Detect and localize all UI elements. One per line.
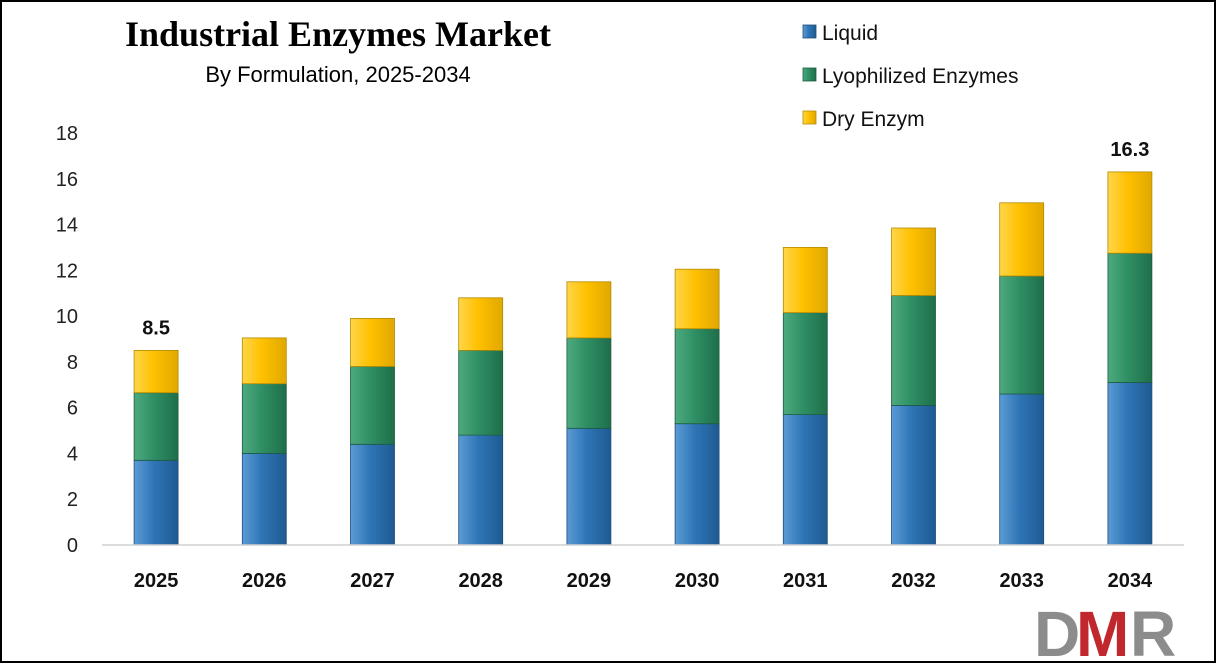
legend-label-lyophilized: Lyophilized Enzymes <box>822 65 1019 88</box>
x-tick-label: 2033 <box>999 570 1044 592</box>
bar-lyophilized-2025 <box>133 392 179 461</box>
bar-lyophilized-2032 <box>891 295 936 406</box>
legend-label-liquid: Liquid <box>822 22 878 45</box>
bar-liquid-2025 <box>133 459 179 546</box>
bar-dry-2031 <box>782 246 828 313</box>
bar-liquid-2034 <box>1107 382 1153 546</box>
x-tick-label: 2026 <box>242 570 287 592</box>
y-tick-label: 6 <box>67 398 78 420</box>
y-tick-label: 14 <box>56 215 78 237</box>
logo-letter-r: R <box>1130 598 1176 661</box>
y-tick-label: 16 <box>56 169 78 191</box>
bar-liquid-2028 <box>458 434 504 546</box>
legend-swatch-lyophilized <box>802 67 817 82</box>
bar-dry-2029 <box>566 281 612 339</box>
bar-liquid-2032 <box>891 404 936 546</box>
y-tick-label: 12 <box>56 260 78 282</box>
x-axis: 2025 2026 2027 2028 2029 2030 2031 2032 2033 2034 <box>134 570 1153 592</box>
x-tick-label: 2027 <box>350 570 395 592</box>
bar-lyophilized-2033 <box>999 275 1045 395</box>
bar-dry-2027 <box>350 317 395 367</box>
bar-liquid-2026 <box>241 452 287 546</box>
bar-dry-2032 <box>891 227 936 296</box>
x-tick-label: 2031 <box>783 570 828 592</box>
bar-dry-2026 <box>241 337 287 385</box>
bar-dry-2030 <box>674 268 720 330</box>
bar-dry-2028 <box>458 297 504 351</box>
bar-lyophilized-2034 <box>1107 252 1153 383</box>
bar-dry-2034 <box>1107 171 1153 254</box>
x-tick-label: 2030 <box>675 570 720 592</box>
bar-lyophilized-2026 <box>241 383 287 454</box>
x-tick-label: 2034 <box>1108 570 1153 592</box>
x-tick-label: 2032 <box>891 570 936 592</box>
chart-subtitle: By Formulation, 2025-2034 <box>205 62 470 87</box>
y-tick-label: 2 <box>67 489 78 511</box>
legend-swatch-dry <box>802 110 817 125</box>
y-tick-label: 10 <box>56 306 78 328</box>
y-tick-label: 18 <box>56 123 78 145</box>
bar-liquid-2027 <box>350 443 395 546</box>
logo-letter-m: M <box>1076 598 1129 661</box>
bar-lyophilized-2031 <box>782 312 828 416</box>
y-axis: 0 2 4 6 8 10 12 14 16 18 <box>56 123 78 557</box>
bar-liquid-2029 <box>566 427 612 546</box>
x-tick-label: 2025 <box>134 570 179 592</box>
y-tick-label: 4 <box>67 443 78 465</box>
bar-dry-2033 <box>999 202 1045 277</box>
legend-label-dry: Dry Enzym <box>822 108 925 131</box>
legend-swatch-liquid <box>802 24 817 39</box>
bar-liquid-2030 <box>674 423 720 546</box>
logo-letter-d: D <box>1034 598 1080 661</box>
bar-dry-2025 <box>133 349 179 394</box>
bar-lyophilized-2030 <box>674 328 720 425</box>
bar-liquid-2031 <box>782 414 828 546</box>
y-tick-label: 0 <box>67 535 78 557</box>
bar-liquid-2033 <box>999 393 1045 546</box>
chart-title: Industrial Enzymes Market <box>125 14 551 54</box>
x-tick-label: 2028 <box>458 570 503 592</box>
bar-lyophilized-2029 <box>566 337 612 429</box>
x-tick-label: 2029 <box>567 570 612 592</box>
bars <box>133 171 1153 546</box>
legend: Liquid Lyophilized Enzymes Dry Enzym <box>802 22 1019 131</box>
dmr-logo: D M R <box>1034 598 1176 661</box>
bar-lyophilized-2027 <box>350 366 395 445</box>
data-label: 8.5 <box>142 317 170 339</box>
bar-lyophilized-2028 <box>458 349 504 436</box>
data-label: 16.3 <box>1110 139 1149 161</box>
y-tick-label: 8 <box>67 352 78 374</box>
data-labels: 8.5 16.3 <box>142 139 1149 340</box>
